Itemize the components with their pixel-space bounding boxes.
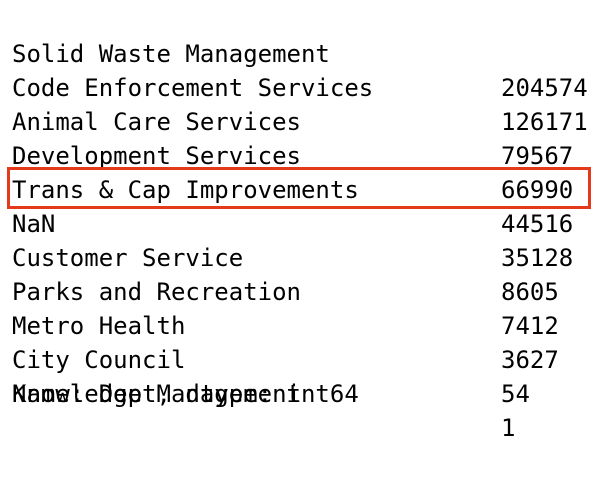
row-label: Solid Waste Management xyxy=(12,40,330,68)
row-value: 126171 xyxy=(501,108,588,136)
row-label: City Council xyxy=(12,346,186,374)
series-row-highlighted: NaN 35128 xyxy=(12,173,610,272)
series-row: Metro Health 3627 xyxy=(12,275,610,374)
row-value: 66990 xyxy=(501,176,574,204)
row-value: 7412 xyxy=(501,312,559,340)
series-row: Solid Waste Management 204574 xyxy=(12,3,610,102)
row-label: NaN xyxy=(12,210,56,238)
series-row: Code Enforcement Services 126171 xyxy=(12,37,610,136)
series-row: Animal Care Services 79567 xyxy=(12,71,610,170)
row-value: 3627 xyxy=(501,346,559,374)
row-label: Customer Service xyxy=(12,244,244,272)
row-value: 1 xyxy=(501,414,516,442)
row-label: Animal Care Services xyxy=(12,108,301,136)
series-footer: Name: Dept, dtype: int64 xyxy=(12,380,359,408)
row-label: Code Enforcement Services xyxy=(12,74,374,102)
series-row: Development Services 66990 xyxy=(12,105,610,204)
row-value: 8605 xyxy=(501,278,559,306)
series-row: Parks and Recreation 7412 xyxy=(12,241,610,340)
series-row: Trans & Cap Improvements 44516 xyxy=(12,139,610,238)
row-value: 54 xyxy=(501,380,530,408)
row-value: 79567 xyxy=(501,142,574,170)
row-value: 44516 xyxy=(501,210,574,238)
row-label: Knowledge Management xyxy=(12,380,301,408)
row-label: Metro Health xyxy=(12,312,186,340)
row-label: Development Services xyxy=(12,142,301,170)
series-output: Solid Waste Management 204574 Code Enfor… xyxy=(12,3,610,442)
row-label: Trans & Cap Improvements xyxy=(12,176,359,204)
row-value: 204574 xyxy=(501,74,588,102)
series-row: City Council 54 xyxy=(12,309,610,408)
row-label: Parks and Recreation xyxy=(12,278,301,306)
series-row: Knowledge Management 1 xyxy=(12,343,610,442)
series-row: Customer Service 8605 xyxy=(12,207,610,306)
row-value: 35128 xyxy=(501,244,574,272)
